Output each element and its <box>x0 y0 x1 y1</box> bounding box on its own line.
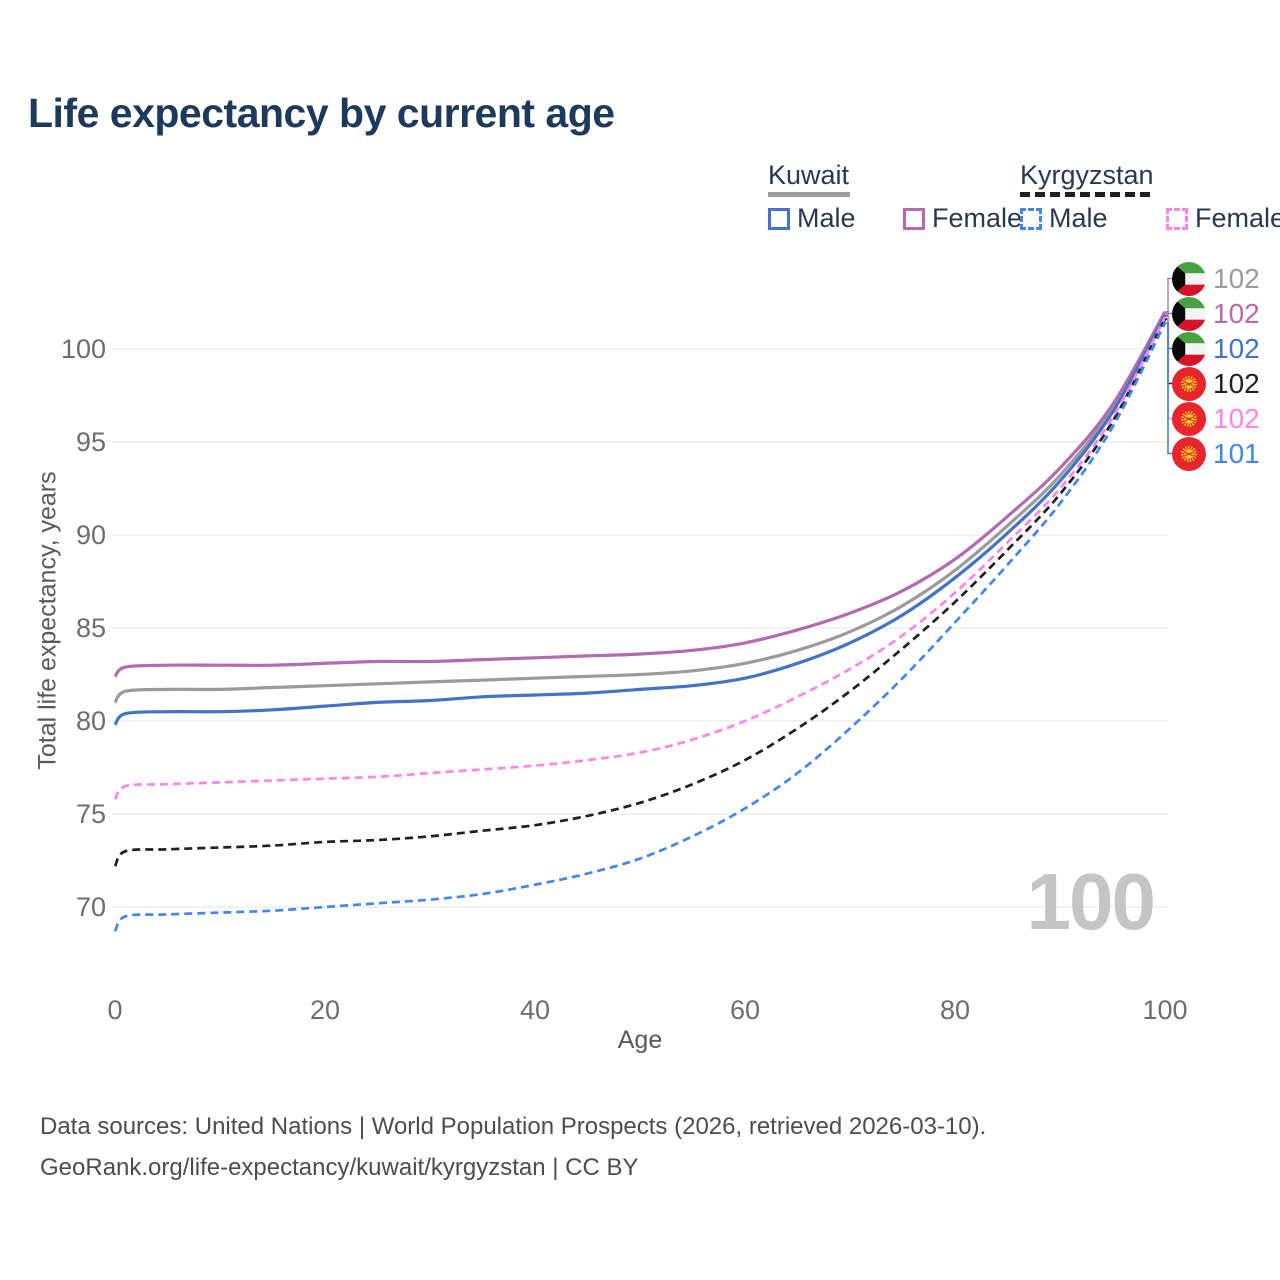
end-label-row: 102 <box>1172 261 1260 296</box>
x-tick-label-0: 0 <box>107 995 123 1025</box>
legend-swatch-dashed-icon <box>1020 207 1042 230</box>
end-label-value: 102 <box>1213 297 1260 329</box>
series-end-labels: 102 102 102 102 102 101 <box>1172 261 1260 471</box>
legend-group-kyrgyzstan: Kyrgyzstan <box>1020 160 1154 190</box>
end-label-value: 101 <box>1213 437 1260 469</box>
y-tick-label-100: 100 <box>60 334 106 364</box>
kyrgyzstan-flag-icon <box>1172 366 1206 401</box>
legend-underline-kyrgyzstan <box>1020 192 1150 197</box>
hover-age-watermark: 100 <box>1026 857 1156 946</box>
legend-swatch-dashed-icon <box>1166 207 1188 230</box>
legend-item-kuwait-male[interactable]: Male <box>768 203 856 234</box>
x-tick-label-100: 100 <box>1142 995 1188 1025</box>
x-axis-title: Age <box>617 1026 663 1054</box>
kyrgyzstan-flag-icon <box>1172 401 1206 436</box>
series-line-kyrgyzstan-female <box>113 316 1167 800</box>
end-label-value: 102 <box>1213 367 1260 399</box>
x-tick-label-60: 60 <box>729 995 761 1025</box>
series-line-kuwait-female <box>113 311 1167 678</box>
legend-item-kyrgyzstan-female[interactable]: Female <box>1166 203 1280 234</box>
legend-group-kuwait: Kuwait <box>768 160 850 190</box>
legend-item-kuwait-female[interactable]: Female <box>903 203 1022 234</box>
y-tick-label-75: 75 <box>75 799 106 829</box>
x-tick-label-40: 40 <box>519 995 551 1025</box>
legend-swatch-solid-icon <box>903 207 925 230</box>
kuwait-flag-icon <box>1172 296 1206 331</box>
end-label-row: 102 <box>1172 401 1260 436</box>
y-tick-label-80: 80 <box>75 706 106 736</box>
end-label-row: 102 <box>1172 366 1260 401</box>
footer: Data sources: United Nations | World Pop… <box>40 1106 986 1188</box>
data-sources-line: Data sources: United Nations | World Pop… <box>40 1113 987 1140</box>
y-axis-title: Total life expectancy, years <box>33 471 62 770</box>
legend-item-label: Female <box>1195 203 1280 233</box>
legend-item-label: Male <box>1049 203 1108 233</box>
end-label-row: 102 <box>1172 296 1260 331</box>
legend-item-kyrgyzstan-male[interactable]: Male <box>1020 203 1108 234</box>
y-tick-label-90: 90 <box>75 520 106 550</box>
legend-swatch-solid-icon <box>768 207 790 230</box>
series-line-kuwait-male <box>113 314 1167 726</box>
end-label-value: 102 <box>1213 402 1260 434</box>
legend-item-label: Female <box>932 203 1023 233</box>
x-tick-label-80: 80 <box>939 995 971 1025</box>
y-tick-label-95: 95 <box>75 427 106 457</box>
y-tick-label-70: 70 <box>75 892 106 922</box>
end-label-row: 102 <box>1172 331 1260 366</box>
series-line-kuwait-both-sexes <box>113 312 1167 704</box>
kyrgyzstan-flag-icon <box>1172 436 1206 471</box>
legend-underline-kuwait <box>768 192 850 197</box>
x-tick-label-20: 20 <box>309 995 341 1025</box>
end-label-value: 102 <box>1213 262 1260 294</box>
series-line-kyrgyzstan-male <box>113 322 1167 932</box>
end-label-value: 102 <box>1213 332 1260 364</box>
legend-item-label: Male <box>797 203 856 233</box>
kuwait-flag-icon <box>1172 261 1206 296</box>
end-label-row: 101 <box>1172 436 1260 471</box>
kuwait-flag-icon <box>1172 331 1206 366</box>
series-line-kyrgyzstan-both-sexes <box>113 318 1167 867</box>
attribution-line: GeoRank.org/life-expectancy/kuwait/kyrgy… <box>40 1154 639 1181</box>
y-tick-label-85: 85 <box>75 613 106 643</box>
page-title: Life expectancy by current age <box>28 90 615 136</box>
